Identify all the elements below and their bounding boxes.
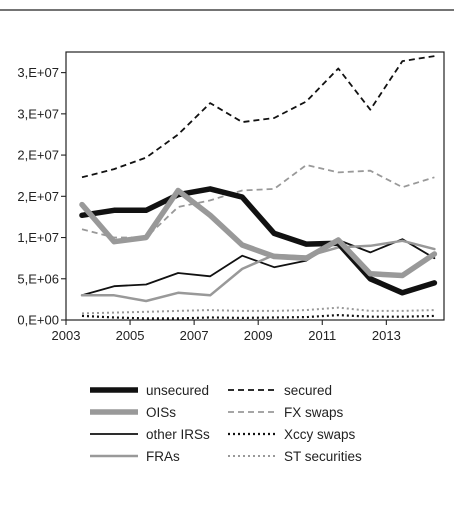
series-line-fx-swaps xyxy=(81,164,435,239)
series-line-other-irss xyxy=(81,238,436,297)
legend-label: secured xyxy=(284,383,332,398)
x-tick-label: 2011 xyxy=(308,328,336,343)
y-tick-label: 5,E+06 xyxy=(17,271,59,286)
y-tick-label: 3,E+07 xyxy=(17,65,59,80)
legend-label: unsecured xyxy=(146,383,209,398)
legend: unsecured secured OISs FX swaps other IRSs Xc… xyxy=(90,383,362,464)
x-axis: 2003 2005 2007 2009 2011 2013 xyxy=(52,320,401,343)
x-tick-label: 2013 xyxy=(372,328,401,343)
series-lines xyxy=(79,55,438,320)
legend-label: FX swaps xyxy=(284,405,344,420)
y-axis: 0,E+00 5,E+06 1,E+07 2,E+07 2,E+07 3,E+07 3,E+… xyxy=(17,65,66,328)
series-line-st-securities xyxy=(81,306,435,315)
x-tick-label: 2009 xyxy=(244,328,273,343)
series-line-xccy-swaps xyxy=(81,314,435,320)
y-tick-label: 0,E+00 xyxy=(17,313,59,328)
plot-frame xyxy=(65,51,445,321)
legend-label: Xccy swaps xyxy=(284,427,356,442)
x-tick-label: 2003 xyxy=(52,328,81,343)
series-line-oiss xyxy=(79,187,438,279)
y-tick-label: 2,E+07 xyxy=(17,189,59,204)
series-line-secured xyxy=(81,55,435,179)
legend-label: OISs xyxy=(146,405,176,420)
series-line-fras xyxy=(80,239,436,303)
y-tick-label: 3,E+07 xyxy=(17,106,59,121)
legend-label: other IRSs xyxy=(146,427,210,442)
x-tick-label: 2007 xyxy=(180,328,209,343)
x-tick-label: 2005 xyxy=(116,328,145,343)
series-line-unsecured xyxy=(79,186,438,296)
y-tick-label: 2,E+07 xyxy=(17,148,59,163)
plot-area: 0,E+00 5,E+06 1,E+07 2,E+07 2,E+07 3,E+07 3,E+… xyxy=(17,51,445,343)
legend-label: FRAs xyxy=(146,449,180,464)
y-tick-label: 1,E+07 xyxy=(17,230,59,245)
legend-label: ST securities xyxy=(284,449,362,464)
